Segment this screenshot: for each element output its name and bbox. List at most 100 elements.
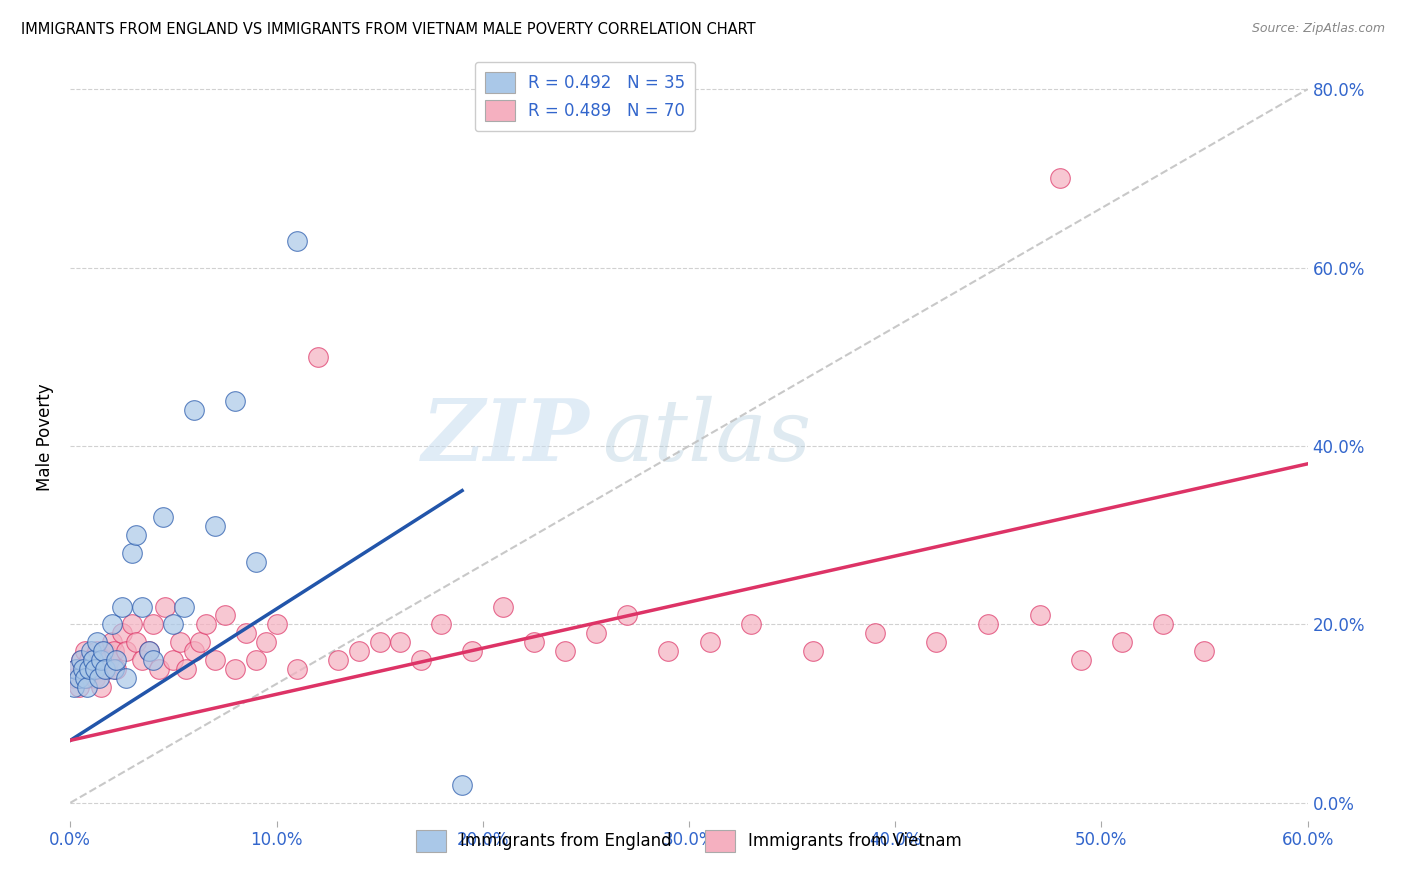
Point [86,644,108,658]
Point [657,644,679,658]
Point [285,662,308,676]
Point [76,680,98,694]
Point [1111,635,1133,649]
Point [104,653,127,667]
Point [224,662,246,676]
Point [740,617,762,632]
Point [80,662,103,676]
Point [699,635,721,649]
Point [131,599,153,614]
Point [183,644,205,658]
Point [84,662,107,676]
Point [69,653,91,667]
Point [131,653,153,667]
Point [115,644,138,658]
Point [142,617,165,632]
Point [111,599,134,614]
Point [162,653,184,667]
Point [451,778,474,792]
Point [138,644,160,658]
Point [67,671,90,685]
Point [125,635,148,649]
Point [91,653,114,667]
Point [115,671,138,685]
Point [1070,653,1092,667]
Point [285,234,308,248]
Legend: Immigrants from England, Immigrants from Vietnam: Immigrants from England, Immigrants from… [409,823,969,858]
Point [204,519,226,533]
Point [73,644,96,658]
Point [347,644,370,658]
Point [121,546,143,560]
Point [84,671,107,685]
Point [409,653,432,667]
Point [96,662,118,676]
Point [80,644,103,658]
Point [121,617,143,632]
Point [235,626,257,640]
Point [138,644,160,658]
Point [368,635,391,649]
Text: IMMIGRANTS FROM ENGLAND VS IMMIGRANTS FROM VIETNAM MALE POVERTY CORRELATION CHAR: IMMIGRANTS FROM ENGLAND VS IMMIGRANTS FR… [21,22,755,37]
Point [162,617,184,632]
Point [266,617,288,632]
Point [142,653,165,667]
Point [72,662,94,676]
Point [73,671,96,685]
Point [89,671,111,685]
Y-axis label: Male Poverty: Male Poverty [37,384,55,491]
Point [65,662,87,676]
Point [148,662,170,676]
Point [174,662,197,676]
Point [307,350,329,364]
Point [77,662,100,676]
Point [89,662,111,676]
Point [65,662,87,676]
Point [925,635,948,649]
Point [86,635,108,649]
Point [82,653,104,667]
Point [1049,171,1071,186]
Point [98,653,121,667]
Point [1194,644,1216,658]
Point [554,644,576,658]
Point [63,671,86,685]
Point [82,653,104,667]
Point [801,644,824,658]
Point [103,644,125,658]
Point [977,617,1000,632]
Point [863,626,886,640]
Point [254,635,277,649]
Point [214,608,236,623]
Point [100,617,122,632]
Point [523,635,546,649]
Point [188,635,211,649]
Point [173,599,195,614]
Point [430,617,453,632]
Point [103,662,125,676]
Point [67,680,90,694]
Point [389,635,412,649]
Point [183,403,205,417]
Point [125,528,148,542]
Point [90,680,112,694]
Point [76,671,98,685]
Point [77,653,100,667]
Point [90,653,112,667]
Point [492,599,515,614]
Point [72,662,94,676]
Point [224,394,246,409]
Point [91,644,114,658]
Point [152,510,174,524]
Point [100,635,122,649]
Text: atlas: atlas [602,396,811,478]
Point [461,644,484,658]
Text: Source: ZipAtlas.com: Source: ZipAtlas.com [1251,22,1385,36]
Point [111,626,134,640]
Point [104,662,127,676]
Point [328,653,350,667]
Point [616,608,638,623]
Text: ZIP: ZIP [422,395,591,479]
Point [1152,617,1174,632]
Point [169,635,191,649]
